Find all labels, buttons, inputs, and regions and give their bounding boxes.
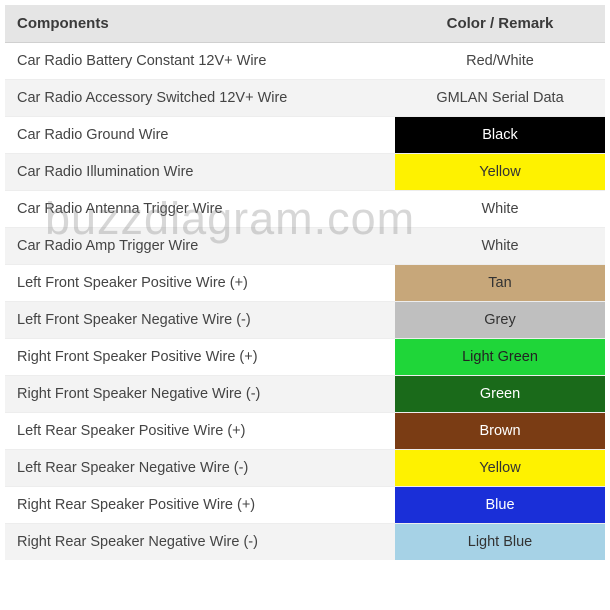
table-row: Car Radio Antenna Trigger WireWhite xyxy=(5,191,605,228)
color-swatch: Yellow xyxy=(395,154,605,190)
color-cell: Red/White xyxy=(395,43,605,80)
component-cell: Car Radio Antenna Trigger Wire xyxy=(5,191,395,228)
component-cell: Right Front Speaker Positive Wire (+) xyxy=(5,339,395,376)
table-body: Car Radio Battery Constant 12V+ WireRed/… xyxy=(5,43,605,561)
color-cell: Light Green xyxy=(395,339,605,376)
component-cell: Car Radio Battery Constant 12V+ Wire xyxy=(5,43,395,80)
component-cell: Left Front Speaker Negative Wire (-) xyxy=(5,302,395,339)
table-row: Car Radio Battery Constant 12V+ WireRed/… xyxy=(5,43,605,80)
wiring-table: Components Color / Remark Car Radio Batt… xyxy=(5,5,605,560)
table-row: Left Front Speaker Negative Wire (-)Grey xyxy=(5,302,605,339)
color-cell: Yellow xyxy=(395,154,605,191)
color-cell: White xyxy=(395,191,605,228)
component-cell: Right Front Speaker Negative Wire (-) xyxy=(5,376,395,413)
color-cell: Grey xyxy=(395,302,605,339)
table-row: Car Radio Amp Trigger WireWhite xyxy=(5,228,605,265)
color-cell: Tan xyxy=(395,265,605,302)
color-swatch: Red/White xyxy=(395,43,605,79)
color-swatch: GMLAN Serial Data xyxy=(395,80,605,116)
color-swatch: Green xyxy=(395,376,605,412)
table-row: Left Front Speaker Positive Wire (+)Tan xyxy=(5,265,605,302)
component-cell: Right Rear Speaker Negative Wire (-) xyxy=(5,524,395,561)
component-cell: Right Rear Speaker Positive Wire (+) xyxy=(5,487,395,524)
color-swatch: Brown xyxy=(395,413,605,449)
color-swatch: White xyxy=(395,191,605,227)
color-cell: Green xyxy=(395,376,605,413)
color-swatch: Light Green xyxy=(395,339,605,375)
table-row: Right Front Speaker Positive Wire (+)Lig… xyxy=(5,339,605,376)
table-row: Right Rear Speaker Positive Wire (+)Blue xyxy=(5,487,605,524)
table-row: Right Front Speaker Negative Wire (-)Gre… xyxy=(5,376,605,413)
color-cell: Light Blue xyxy=(395,524,605,561)
header-color-remark: Color / Remark xyxy=(395,5,605,43)
color-swatch: Yellow xyxy=(395,450,605,486)
color-swatch: Blue xyxy=(395,487,605,523)
component-cell: Left Rear Speaker Negative Wire (-) xyxy=(5,450,395,487)
color-cell: GMLAN Serial Data xyxy=(395,80,605,117)
table-row: Car Radio Illumination WireYellow xyxy=(5,154,605,191)
color-swatch: Light Blue xyxy=(395,524,605,560)
component-cell: Car Radio Ground Wire xyxy=(5,117,395,154)
component-cell: Left Rear Speaker Positive Wire (+) xyxy=(5,413,395,450)
header-components: Components xyxy=(5,5,395,43)
color-swatch: White xyxy=(395,228,605,264)
table-row: Right Rear Speaker Negative Wire (-)Ligh… xyxy=(5,524,605,561)
color-swatch: Tan xyxy=(395,265,605,301)
component-cell: Car Radio Illumination Wire xyxy=(5,154,395,191)
table-row: Car Radio Ground WireBlack xyxy=(5,117,605,154)
color-cell: Yellow xyxy=(395,450,605,487)
component-cell: Left Front Speaker Positive Wire (+) xyxy=(5,265,395,302)
wiring-table-container: buzzdiagram.com Components Color / Remar… xyxy=(5,5,605,560)
color-cell: Black xyxy=(395,117,605,154)
component-cell: Car Radio Amp Trigger Wire xyxy=(5,228,395,265)
table-row: Left Rear Speaker Negative Wire (-)Yello… xyxy=(5,450,605,487)
color-swatch: Black xyxy=(395,117,605,153)
table-header-row: Components Color / Remark xyxy=(5,5,605,43)
color-swatch: Grey xyxy=(395,302,605,338)
component-cell: Car Radio Accessory Switched 12V+ Wire xyxy=(5,80,395,117)
color-cell: Brown xyxy=(395,413,605,450)
table-row: Car Radio Accessory Switched 12V+ WireGM… xyxy=(5,80,605,117)
color-cell: Blue xyxy=(395,487,605,524)
table-row: Left Rear Speaker Positive Wire (+)Brown xyxy=(5,413,605,450)
color-cell: White xyxy=(395,228,605,265)
